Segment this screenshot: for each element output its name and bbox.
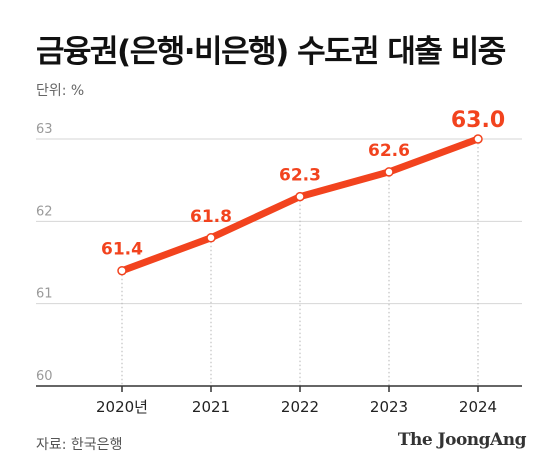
y-tick-label: 60 [36,369,53,384]
data-point [206,233,216,243]
y-tick-label: 63 [36,122,53,137]
x-tick-label: 2022 [281,398,319,416]
data-points [117,134,483,276]
guide-lines [121,143,479,386]
data-point [384,167,394,177]
y-tick-label: 62 [36,204,53,219]
data-label: 63.0 [451,108,505,133]
data-label: 61.4 [101,240,143,260]
data-label: 62.3 [279,166,321,186]
x-axis: 2020년 2021 2022 2023 2024 [36,385,522,416]
source-note: 자료: 한국은행 [36,437,123,453]
unit-label: 단위: % [36,83,85,99]
y-tick-label: 61 [36,287,53,302]
data-point [117,265,127,276]
publisher-logo: The JoongAng [397,430,527,450]
data-labels: 61.4 61.8 62.3 62.6 63.0 [101,108,505,260]
x-tick-label: 2021 [192,398,230,416]
x-tick-label: 2020년 [96,398,148,416]
x-tick-label: 2023 [370,398,408,416]
data-point [295,191,305,202]
x-tick-label: 2024 [459,398,497,416]
chart-title: 금융권(은행·비은행) 수도권 대출 비중 [36,34,506,70]
grid-lines: 60 61 62 63 [36,122,522,384]
data-point [473,134,483,144]
data-label: 62.6 [368,141,410,161]
data-label: 61.8 [190,207,232,227]
